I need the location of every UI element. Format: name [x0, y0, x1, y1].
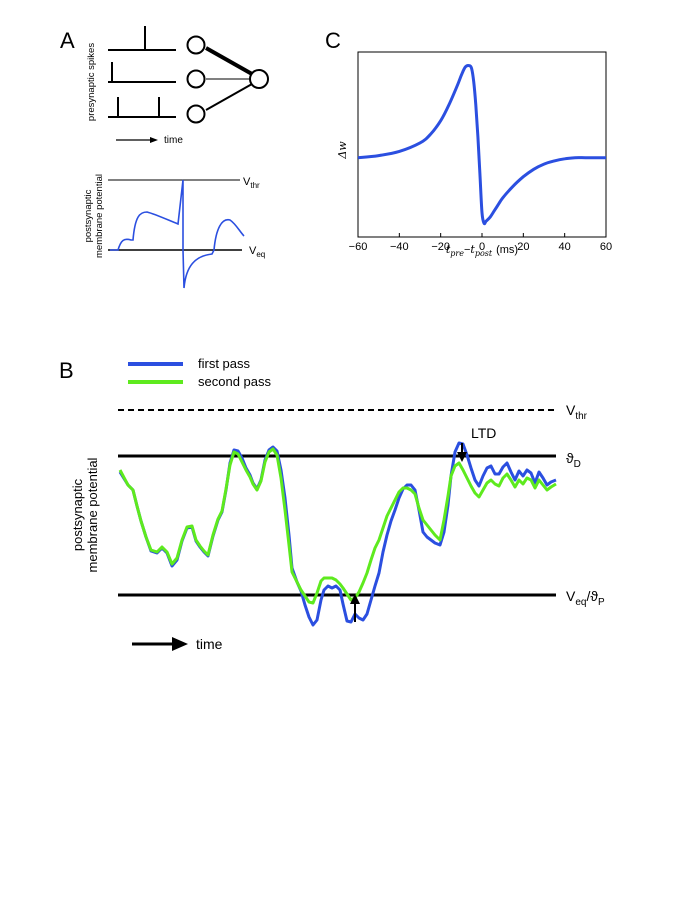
- network-diagram: [186, 35, 269, 124]
- panel-b-time-arrow: [132, 637, 188, 651]
- input-neuron-3: [186, 104, 206, 124]
- spike-train-2: [108, 62, 176, 83]
- ltd-label: LTD: [471, 425, 496, 441]
- panel-a-membrane-label-2: membrane potential: [94, 174, 105, 258]
- synapse-strong: [205, 46, 253, 76]
- panel-a-veq-label: Veq: [249, 245, 265, 259]
- stdp-curve: [357, 63, 606, 226]
- presynaptic-spike-trains: [108, 26, 176, 118]
- stdp-xtick-label: 60: [600, 241, 612, 253]
- panel-a-vthr-label: Vthr: [243, 176, 260, 190]
- stdp-ylabel: Δw: [336, 141, 349, 160]
- theta-d-label: ϑD: [566, 450, 581, 470]
- stdp-xtick-label: 0: [479, 241, 485, 253]
- panel-a-membrane-trace: [110, 179, 245, 289]
- spike-train-1: [108, 26, 176, 51]
- panel-b-ylabel-2: membrane potential: [85, 457, 100, 572]
- legend-first-label: first pass: [198, 356, 251, 371]
- stdp-xlabel: tpre−tpost (ms): [446, 243, 518, 258]
- stdp-xtick-label: 20: [517, 241, 529, 253]
- input-neuron-2: [186, 69, 206, 89]
- panel-label-a: A: [60, 28, 75, 53]
- ltp-arrow: [350, 594, 360, 622]
- panel-label-c: C: [325, 28, 341, 53]
- panel-b-vthr-label: Vthr: [566, 402, 588, 422]
- panel-a-time-arrow: [116, 137, 158, 143]
- panel-b-time-label: time: [196, 636, 223, 652]
- veq-theta-p-label: Veq/ϑP: [566, 588, 605, 608]
- synapse-medium: [205, 83, 253, 111]
- panel-a-membrane-label-1: postsynaptic: [83, 189, 94, 242]
- second-pass-trace: [118, 447, 557, 605]
- panel-a-time-label: time: [164, 135, 183, 146]
- panel-label-b: B: [59, 358, 74, 383]
- stdp-xtick-label: −60: [349, 241, 368, 253]
- panel-b-ylabel-1: postsynaptic: [70, 478, 85, 551]
- stdp-x-ticks: −60 −40 −20 0 20 40 60: [349, 233, 612, 253]
- spike-train-3: [108, 97, 176, 118]
- output-neuron: [249, 69, 269, 89]
- legend-second-label: second pass: [198, 374, 271, 389]
- legend: first pass second pass: [128, 356, 271, 389]
- ltd-arrow: [457, 443, 467, 462]
- presynaptic-spikes-label: presynaptic spikes: [86, 43, 97, 121]
- input-neuron-1: [186, 35, 206, 55]
- stdp-xtick-label: 40: [559, 241, 571, 253]
- stdp-xtick-label: −20: [431, 241, 450, 253]
- stdp-xtick-label: −40: [390, 241, 409, 253]
